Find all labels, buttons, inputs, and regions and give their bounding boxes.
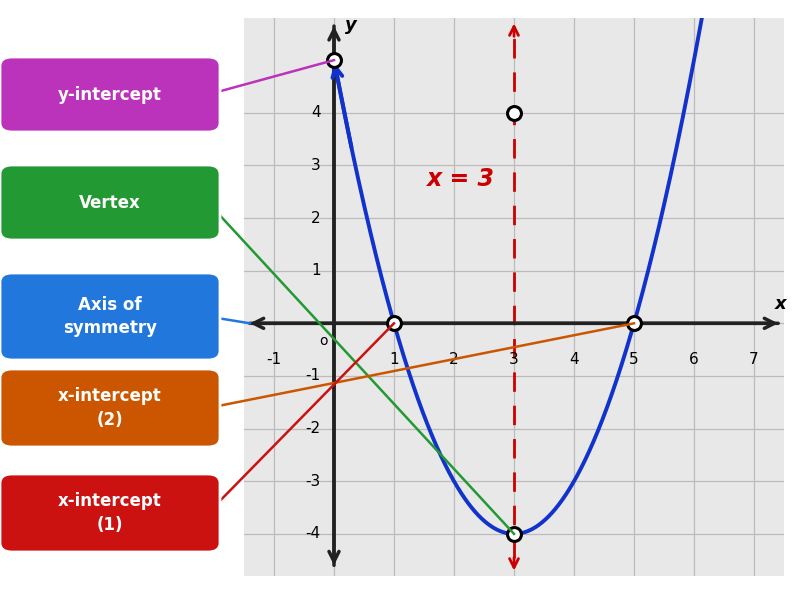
Text: -3: -3	[306, 474, 321, 489]
Text: 4: 4	[569, 352, 579, 367]
Text: -2: -2	[306, 421, 321, 436]
Text: 4: 4	[311, 105, 321, 120]
Text: -4: -4	[306, 526, 321, 541]
Text: Vertex: Vertex	[79, 193, 141, 211]
Text: 1: 1	[389, 352, 399, 367]
Text: 5: 5	[629, 352, 639, 367]
Text: x: x	[775, 295, 786, 313]
Text: 3: 3	[311, 158, 321, 173]
Text: Axis of
symmetry: Axis of symmetry	[63, 296, 157, 337]
Text: o: o	[319, 334, 327, 349]
Text: 2: 2	[449, 352, 459, 367]
Text: 2: 2	[311, 211, 321, 226]
Text: y-intercept: y-intercept	[58, 85, 162, 103]
Text: x-intercept
(1): x-intercept (1)	[58, 492, 162, 534]
Text: -1: -1	[266, 352, 282, 367]
Text: x = 3: x = 3	[427, 167, 495, 191]
Text: 3: 3	[509, 352, 519, 367]
Text: x-intercept
(2): x-intercept (2)	[58, 387, 162, 429]
Text: 7: 7	[749, 352, 759, 367]
Text: 6: 6	[689, 352, 699, 367]
Text: -1: -1	[306, 368, 321, 383]
Text: y: y	[345, 16, 357, 34]
Text: 1: 1	[311, 263, 321, 278]
